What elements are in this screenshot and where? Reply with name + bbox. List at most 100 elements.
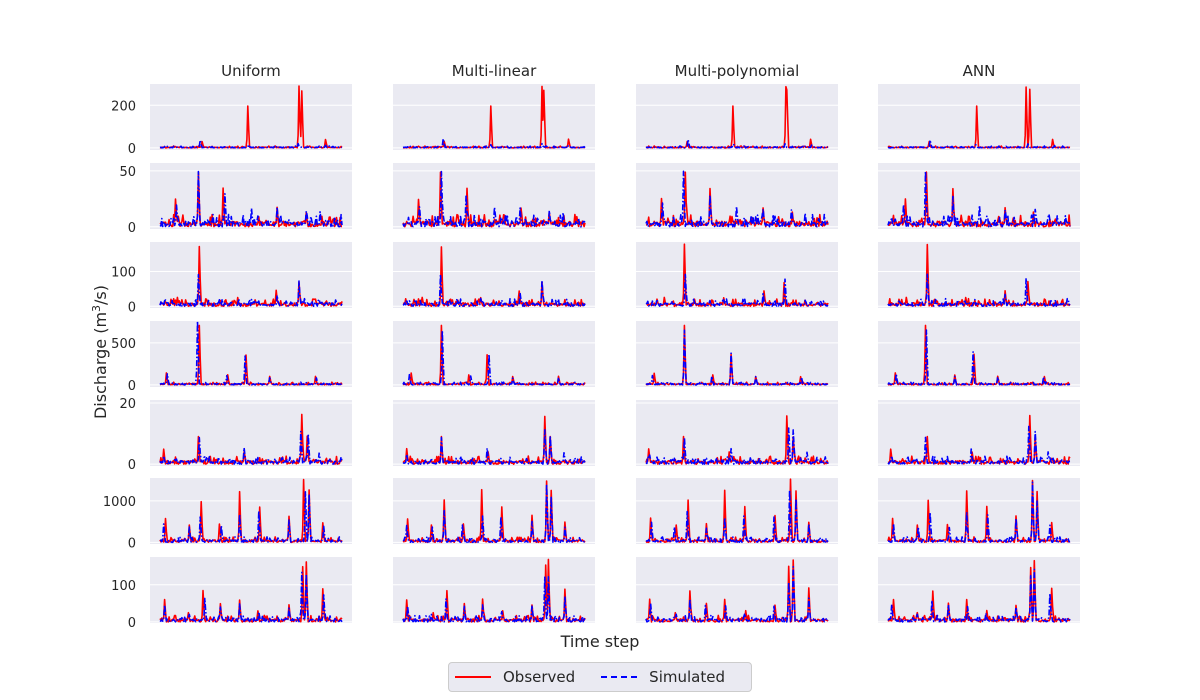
simulated-series	[645, 427, 829, 465]
simulated-series	[159, 320, 343, 386]
y-axis-label: Discharge (m3/s)	[90, 285, 110, 419]
y-tick-label: 0	[128, 300, 136, 315]
legend-label-observed: Observed	[503, 668, 576, 686]
y-tick-label: 200	[111, 99, 136, 114]
y-tick-label: 100	[111, 266, 136, 281]
column-title-uniform: Uniform	[221, 62, 281, 80]
y-tick-label: 50	[119, 165, 136, 180]
panel-background	[393, 400, 595, 466]
y-tick-label: 20	[119, 397, 136, 412]
panel-row1-ann	[878, 84, 1080, 150]
simulated-series	[402, 329, 586, 386]
panel-background	[393, 321, 595, 387]
observed-line-swatch	[455, 676, 491, 678]
panel-row7-multi-linear	[393, 557, 595, 623]
panel-background	[878, 478, 1080, 544]
y-tick-label: 500	[111, 337, 136, 352]
panel-background	[878, 163, 1080, 229]
panel-background	[150, 242, 352, 308]
simulated-series	[402, 483, 586, 544]
panel-background	[150, 557, 352, 623]
simulated-series	[887, 481, 1071, 544]
simulated-series	[645, 138, 829, 149]
y-tick-label: 0	[128, 616, 136, 631]
simulated-series	[887, 170, 1071, 228]
panel-row3-multi-polynomial	[636, 242, 838, 308]
simulated-series	[159, 430, 343, 465]
simulated-series	[159, 571, 343, 623]
panel-background	[878, 400, 1080, 466]
panel-row7-multi-polynomial	[636, 557, 838, 623]
simulated-series	[402, 137, 586, 149]
panel-row5-ann	[878, 400, 1080, 466]
simulated-series	[402, 170, 586, 228]
panel-row6-ann	[878, 478, 1080, 544]
panel-background	[393, 478, 595, 544]
panel-background	[150, 84, 352, 150]
simulated-series	[159, 170, 343, 228]
y-tick-label: 0	[128, 458, 136, 473]
simulated-series	[887, 425, 1071, 465]
panel-row3-uniform: 0 100	[111, 242, 352, 315]
simulated-series	[402, 575, 586, 623]
simulated-series	[402, 428, 586, 466]
simulated-series	[159, 490, 343, 544]
panel-row6-uniform: 0 1000	[103, 478, 352, 551]
panel-background	[150, 400, 352, 466]
panel-row2-uniform: 0 50	[119, 163, 352, 236]
panel-background	[150, 321, 352, 387]
panel-background	[878, 84, 1080, 150]
panel-row1-multi-polynomial	[636, 84, 838, 150]
panel-row2-multi-polynomial	[636, 163, 838, 229]
legend: Observed Simulated	[448, 662, 752, 692]
y-tick-label: 100	[111, 579, 136, 594]
panel-row5-uniform: 0 20	[119, 397, 352, 473]
panel-background	[393, 242, 595, 308]
y-tick-label: 0	[128, 536, 136, 551]
y-axis-label-suffix: /s)	[91, 285, 110, 305]
panel-row1-uniform: 0 200	[111, 84, 352, 157]
column-titles: Uniform Multi-linear Multi-polynomial ANN	[221, 62, 995, 80]
simulated-series	[887, 568, 1071, 623]
panel-background	[393, 557, 595, 623]
column-title-ann: ANN	[963, 62, 996, 80]
panel-row5-multi-polynomial	[636, 400, 838, 466]
panel-row1-multi-linear	[393, 84, 595, 150]
simulated-series	[159, 139, 343, 149]
panel-row4-ann	[878, 321, 1080, 387]
panel-row2-ann	[878, 163, 1080, 229]
panel-background	[393, 84, 595, 150]
panel-row6-multi-polynomial	[636, 478, 838, 544]
x-axis-label: Time step	[560, 632, 640, 651]
panel-row7-ann	[878, 557, 1080, 623]
panel-background	[636, 242, 838, 308]
panel-row7-uniform: 0 100	[111, 557, 352, 631]
simulated-series	[887, 329, 1070, 386]
simulated-series	[159, 273, 343, 308]
panel-row4-multi-polynomial	[636, 321, 838, 387]
panel-background	[636, 557, 838, 623]
panel-row2-multi-linear	[393, 163, 595, 229]
panel-background	[636, 321, 838, 387]
column-title-multi-linear: Multi-linear	[452, 62, 537, 80]
y-axis-label-prefix: Discharge (m	[91, 312, 110, 419]
observed-series	[887, 171, 1071, 228]
panel-background	[878, 242, 1080, 308]
observed-series	[159, 171, 343, 228]
legend-entry-observed: Observed	[455, 668, 575, 686]
y-tick-label: 0	[128, 221, 136, 236]
column-title-multi-polynomial: Multi-polynomial	[675, 62, 800, 80]
panel-row3-ann	[878, 242, 1080, 308]
simulated-series	[645, 565, 829, 623]
y-axis-label-superscript: 3	[90, 305, 103, 312]
simulated-series	[645, 489, 829, 544]
panel-background	[878, 557, 1080, 623]
panel-background	[150, 478, 352, 544]
observed-series	[402, 480, 586, 544]
panel-background	[878, 321, 1080, 387]
y-tick-label: 0	[128, 379, 136, 394]
panel-background	[636, 478, 838, 544]
y-tick-label: 1000	[103, 495, 136, 510]
